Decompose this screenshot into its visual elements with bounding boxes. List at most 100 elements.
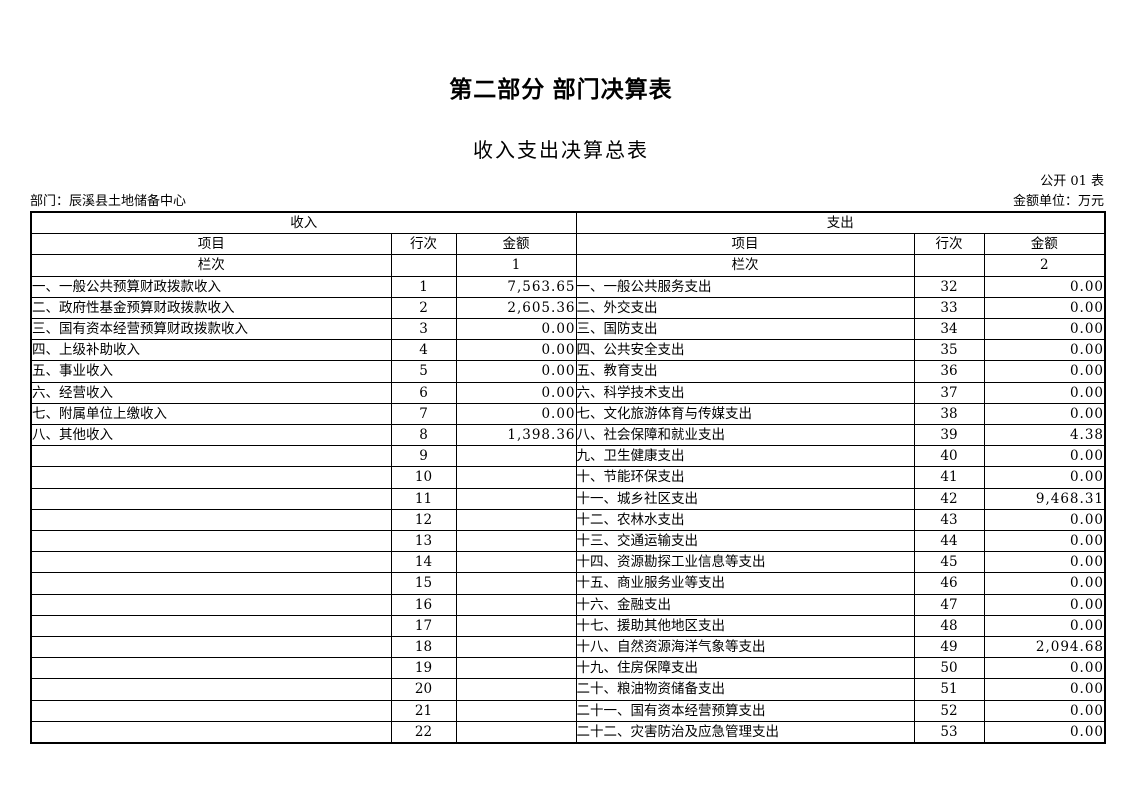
section-header-row: 收入 支出 [30, 211, 1106, 235]
expense-line-cell: 45 [913, 551, 985, 574]
expense-item-cell: 五、教育支出 [575, 360, 915, 383]
income-amount-header: 金额 [455, 233, 577, 256]
expense-item-cell: 十四、资源勘探工业信息等支出 [575, 551, 915, 574]
income-amount-cell [455, 636, 577, 659]
income-line-cell: 21 [390, 699, 457, 722]
expense-line-cell: 34 [913, 318, 985, 341]
table-row: 五、事业收入 5 0.00 五、教育支出 36 0.00 [30, 360, 1106, 383]
income-amount-cell [455, 657, 577, 680]
expense-item-cell: 十八、自然资源海洋气象等支出 [575, 636, 915, 659]
income-amount-cell: 0.00 [455, 381, 577, 404]
income-line-cell: 2 [390, 296, 457, 320]
expense-amount-header: 金额 [983, 233, 1106, 256]
expense-item-cell: 十七、援助其他地区支出 [575, 614, 915, 638]
income-amount-cell: 7,563.65 [455, 275, 577, 298]
summary-table: 收入 支出 项目 行次 金额 项目 行次 金额 栏次 1 栏次 2 一、一般公共… [30, 211, 1106, 745]
income-amount-cell [455, 699, 577, 722]
income-line-cell: 12 [390, 508, 457, 532]
expense-line-header: 行次 [913, 233, 985, 256]
table-row: 八、其他收入 8 1,398.36 八、社会保障和就业支出 39 4.38 [30, 424, 1106, 447]
income-amount-cell: 1,398.36 [455, 424, 577, 447]
expense-amount-cell: 0.00 [983, 657, 1106, 680]
meta-line: 部门：辰溪县土地储备中心 金额单位：万元 [30, 190, 1104, 209]
expense-index-line-blank [913, 254, 985, 277]
income-line-cell: 9 [390, 445, 457, 468]
expense-line-cell: 53 [913, 720, 985, 744]
income-item-cell [30, 445, 392, 468]
expense-line-cell: 44 [913, 530, 985, 553]
income-item-cell [30, 678, 392, 701]
expense-amount-cell: 0.00 [983, 572, 1106, 595]
table-row: 六、经营收入 6 0.00 六、科学技术支出 37 0.00 [30, 381, 1106, 404]
expense-amount-cell: 0.00 [983, 360, 1106, 383]
income-line-header: 行次 [390, 233, 457, 256]
income-line-cell: 3 [390, 318, 457, 341]
income-amount-cell [455, 551, 577, 574]
income-line-cell: 15 [390, 572, 457, 595]
income-item-cell [30, 466, 392, 489]
income-item-cell [30, 551, 392, 574]
expense-line-cell: 38 [913, 402, 985, 426]
table-row: 14 十四、资源勘探工业信息等支出 45 0.00 [30, 551, 1106, 574]
table-row: 22 二十二、灾害防治及应急管理支出 53 0.00 [30, 720, 1106, 744]
expense-amount-cell: 0.00 [983, 445, 1106, 468]
part-title: 第二部分 部门决算表 [449, 76, 673, 102]
income-line-cell: 19 [390, 657, 457, 680]
income-amount-cell [455, 593, 577, 616]
expense-line-cell: 46 [913, 572, 985, 595]
unit-label: 金额单位：万元 [1012, 194, 1104, 209]
expense-item-header: 项目 [575, 233, 915, 256]
table-row: 10 十、节能环保支出 41 0.00 [30, 466, 1106, 489]
income-item-cell: 三、国有资本经营预算财政拨款收入 [30, 318, 392, 341]
income-item-cell [30, 657, 392, 680]
expense-line-cell: 51 [913, 678, 985, 701]
expense-amount-cell: 0.00 [983, 551, 1106, 574]
table-row: 18 十八、自然资源海洋气象等支出 49 2,094.68 [30, 636, 1106, 659]
expense-amount-cell: 0.00 [983, 296, 1106, 320]
income-item-cell [30, 593, 392, 616]
income-item-cell [30, 572, 392, 595]
income-item-cell: 一、一般公共预算财政拨款收入 [30, 275, 392, 298]
income-item-cell [30, 614, 392, 638]
department-label: 部门：辰溪县土地储备中心 [30, 194, 187, 209]
expense-item-cell: 十三、交通运输支出 [575, 530, 915, 553]
expense-item-cell: 二十、粮油物资储备支出 [575, 678, 915, 701]
income-amount-cell: 2,605.36 [455, 296, 577, 320]
expense-item-cell: 十九、住房保障支出 [575, 657, 915, 680]
table-body: 一、一般公共预算财政拨款收入 1 7,563.65 一、一般公共服务支出 32 0.00 二… [30, 275, 1106, 744]
expense-section-header: 支出 [575, 211, 1106, 235]
table-row: 七、附属单位上缴收入 7 0.00 七、文化旅游体育与传媒支出 38 0.00 [30, 402, 1106, 426]
income-line-cell: 10 [390, 466, 457, 489]
income-item-cell: 五、事业收入 [30, 360, 392, 383]
expense-amount-cell: 0.00 [983, 466, 1106, 489]
income-item-header: 项目 [30, 233, 392, 256]
income-item-cell [30, 508, 392, 532]
income-item-cell: 四、上级补助收入 [30, 339, 392, 362]
expense-item-cell: 七、文化旅游体育与传媒支出 [575, 402, 915, 426]
income-line-cell: 14 [390, 551, 457, 574]
expense-item-cell: 六、科学技术支出 [575, 381, 915, 404]
table-row: 13 十三、交通运输支出 44 0.00 [30, 530, 1106, 553]
table-row: 16 十六、金融支出 47 0.00 [30, 593, 1106, 616]
table-code: 公开 01 表 [1040, 174, 1104, 189]
expense-index-number: 2 [983, 254, 1106, 277]
income-line-cell: 18 [390, 636, 457, 659]
expense-amount-cell: 0.00 [983, 699, 1106, 722]
table-row: 四、上级补助收入 4 0.00 四、公共安全支出 35 0.00 [30, 339, 1106, 362]
income-line-cell: 1 [390, 275, 457, 298]
income-amount-cell [455, 678, 577, 701]
table-title: 收入支出决算总表 [473, 138, 649, 162]
expense-amount-cell: 0.00 [983, 720, 1106, 744]
expense-item-cell: 二十二、灾害防治及应急管理支出 [575, 720, 915, 744]
expense-line-cell: 43 [913, 508, 985, 532]
income-item-cell: 七、附属单位上缴收入 [30, 402, 392, 426]
expense-item-cell: 十、节能环保支出 [575, 466, 915, 489]
expense-line-cell: 50 [913, 657, 985, 680]
expense-amount-cell: 0.00 [983, 593, 1106, 616]
table-row: 二、政府性基金预算财政拨款收入 2 2,605.36 二、外交支出 33 0.00 [30, 296, 1106, 320]
expense-line-cell: 37 [913, 381, 985, 404]
income-line-cell: 11 [390, 487, 457, 510]
income-amount-cell: 0.00 [455, 318, 577, 341]
income-amount-cell [455, 530, 577, 553]
expense-line-cell: 36 [913, 360, 985, 383]
